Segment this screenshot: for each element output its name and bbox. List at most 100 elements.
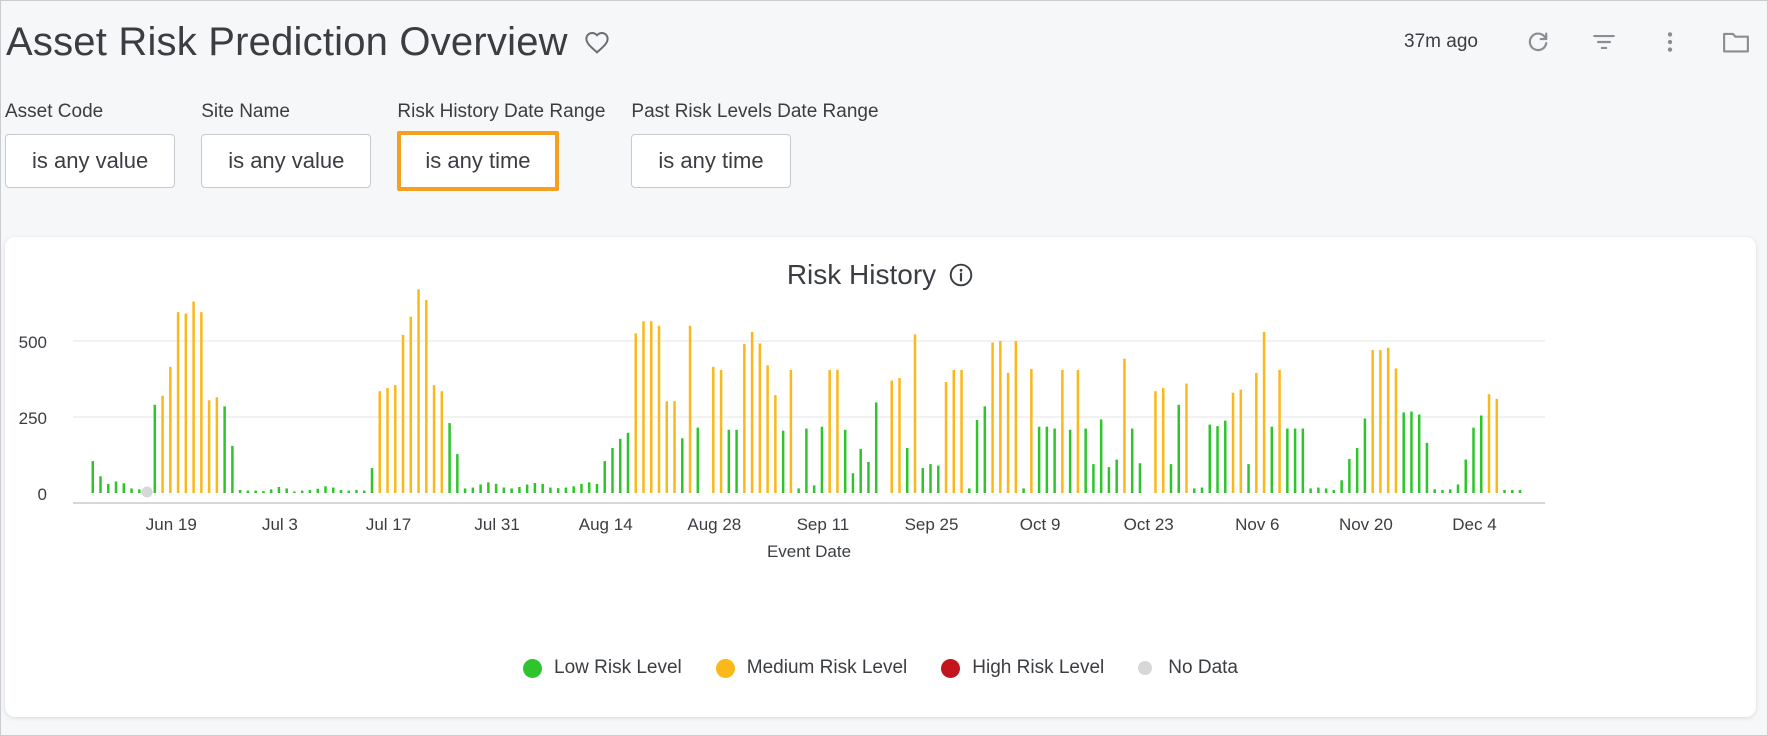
bar — [991, 342, 994, 493]
bar — [1448, 489, 1452, 493]
bar — [611, 448, 614, 493]
x-tick-label: Aug 28 — [687, 515, 741, 534]
bar — [665, 401, 669, 493]
bar — [1317, 487, 1320, 493]
folder-icon[interactable] — [1714, 20, 1758, 64]
bar — [1511, 489, 1514, 493]
y-tick-label: 0 — [38, 485, 47, 504]
bar — [1130, 428, 1134, 493]
bar — [1355, 448, 1359, 493]
risk-history-card: 0 250 500 Jun 19 Jul 3 Jul 17 Jul 31 Aug 14 Aug … — [5, 237, 1756, 717]
past-risk-levels-date-range-filter-button[interactable]: is any time — [631, 134, 791, 188]
x-tick-label: Nov 6 — [1235, 515, 1279, 534]
legend-swatch-no-data — [1138, 661, 1153, 675]
bar — [277, 486, 281, 493]
chart-header: Risk History — [5, 259, 1756, 291]
bar — [440, 391, 444, 493]
bar — [130, 488, 133, 493]
bar — [153, 404, 157, 493]
filter-icon[interactable] — [1582, 20, 1626, 64]
site-name-filter-button[interactable]: is any value — [201, 134, 372, 188]
bar — [719, 369, 723, 493]
bar — [169, 366, 172, 493]
bar — [1045, 426, 1049, 493]
bar — [308, 489, 312, 493]
bar — [347, 490, 350, 493]
bar — [1177, 404, 1180, 493]
bar — [378, 391, 382, 493]
bar — [1084, 428, 1087, 493]
bar — [176, 312, 180, 493]
bar — [843, 429, 847, 493]
legend-swatch-high — [941, 658, 961, 678]
bar — [502, 487, 506, 493]
more-vert-icon[interactable] — [1648, 20, 1692, 64]
bar — [114, 481, 118, 493]
bar — [184, 313, 188, 493]
bar — [1433, 489, 1436, 493]
bar — [1495, 398, 1499, 493]
bar — [944, 382, 948, 493]
bar — [797, 488, 800, 493]
bar — [1293, 428, 1297, 493]
bar — [774, 395, 777, 493]
bar — [556, 488, 560, 493]
filter-label: Past Risk Levels Date Range — [631, 101, 879, 122]
bar — [246, 490, 250, 493]
legend-item-no-data[interactable]: No Data — [1138, 657, 1238, 679]
bar — [425, 299, 428, 493]
bar — [1324, 488, 1328, 493]
bar — [758, 343, 762, 493]
page-title: Asset Risk Prediction Overview — [6, 19, 568, 64]
x-tick-label: Jul 17 — [366, 515, 411, 534]
bar — [269, 489, 273, 493]
bar — [1348, 458, 1351, 493]
refresh-icon[interactable] — [1516, 20, 1560, 64]
bar — [1255, 372, 1258, 493]
bar — [1278, 369, 1281, 493]
bar — [1030, 368, 1033, 493]
bar — [1161, 388, 1165, 493]
bar — [207, 400, 211, 493]
bar — [564, 487, 568, 493]
bar — [1417, 414, 1421, 493]
x-tick-label: Dec 4 — [1452, 515, 1496, 534]
bar — [1394, 368, 1398, 493]
filter-bar: Asset Code is any value Site Name is any… — [5, 100, 905, 191]
legend-item-medium[interactable]: Medium Risk Level — [715, 657, 908, 679]
bar — [409, 316, 413, 493]
bar — [898, 378, 901, 493]
legend-item-high[interactable]: High Risk Level — [941, 657, 1104, 679]
info-icon[interactable] — [948, 262, 974, 288]
bar — [1363, 418, 1367, 493]
bar — [1247, 464, 1250, 493]
bar — [262, 491, 265, 493]
bar — [983, 406, 987, 493]
heart-icon[interactable] — [582, 27, 612, 57]
bar — [952, 369, 956, 493]
risk-history-date-range-filter-button[interactable]: is any time — [397, 131, 559, 191]
bar — [634, 333, 637, 493]
bar — [688, 325, 692, 493]
x-tick-label: Sep 11 — [797, 515, 850, 534]
asset-code-filter-button[interactable]: is any value — [5, 134, 176, 188]
chart-legend: Low Risk Level Medium Risk Level High Ri… — [5, 657, 1756, 679]
bar — [587, 482, 591, 493]
bar — [1107, 467, 1111, 493]
legend-item-low[interactable]: Low Risk Level — [523, 657, 682, 679]
bar — [820, 426, 824, 493]
legend-label: Medium Risk Level — [746, 657, 908, 678]
bar — [890, 380, 893, 493]
bar — [642, 321, 645, 493]
bar — [1006, 372, 1010, 493]
bar — [743, 344, 746, 493]
bar — [1332, 489, 1336, 493]
x-tick-label: Oct 23 — [1124, 515, 1174, 534]
bar — [1270, 426, 1274, 493]
bar — [1068, 429, 1072, 493]
bar — [293, 491, 296, 493]
dashboard-toolbar: 37m ago — [1404, 20, 1758, 64]
bar — [231, 445, 234, 493]
bar — [1216, 426, 1219, 493]
bar — [805, 428, 808, 493]
